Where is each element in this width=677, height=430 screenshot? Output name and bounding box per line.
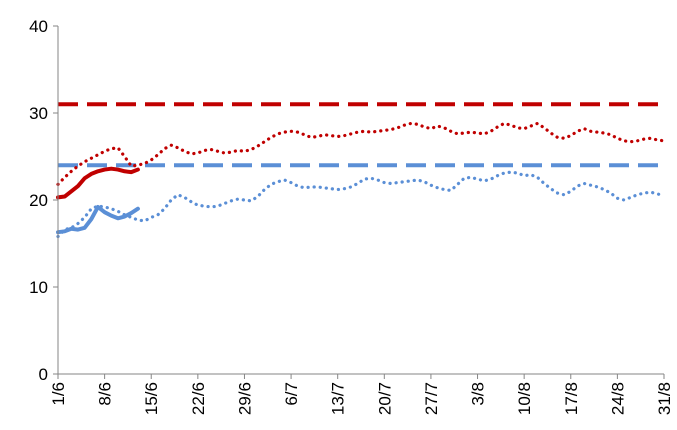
x-tick-label: 13/7 xyxy=(329,382,348,415)
x-tick-label: 6/7 xyxy=(282,382,301,406)
x-tick-label: 17/8 xyxy=(562,382,581,415)
x-tick-label: 24/8 xyxy=(608,382,627,415)
y-tick-label: 40 xyxy=(29,17,48,36)
x-tick-label: 31/8 xyxy=(655,382,674,415)
y-tick-label: 30 xyxy=(29,104,48,123)
y-tick-label: 20 xyxy=(29,191,48,210)
x-tick-label: 8/6 xyxy=(96,382,115,406)
series-line-solid-4 xyxy=(56,166,140,200)
y-tick-label: 10 xyxy=(29,278,48,297)
x-tick-label: 22/6 xyxy=(189,382,208,415)
x-tick-label: 15/6 xyxy=(142,382,161,415)
axes xyxy=(57,26,664,375)
x-axis-ticks: 1/6 8/6 15/6 22/6 29/6 6/7 13/7 20/7 27/7 3/8 10/8… xyxy=(49,374,674,415)
x-tick-label: 20/7 xyxy=(375,382,394,415)
series-line-dotted-3 xyxy=(56,170,666,239)
x-tick-label: 29/6 xyxy=(235,382,254,415)
x-tick-label: 1/6 xyxy=(49,382,68,406)
x-tick-label: 3/8 xyxy=(469,382,488,406)
series-group xyxy=(56,102,666,239)
x-tick-label: 10/8 xyxy=(515,382,534,415)
y-tick-label: 0 xyxy=(39,365,48,384)
x-tick-label: 27/7 xyxy=(422,382,441,415)
series-line-dotted-2 xyxy=(56,121,666,186)
y-axis-ticks: 0 10 20 30 40 xyxy=(29,17,58,384)
series-line-solid-5 xyxy=(56,204,140,235)
